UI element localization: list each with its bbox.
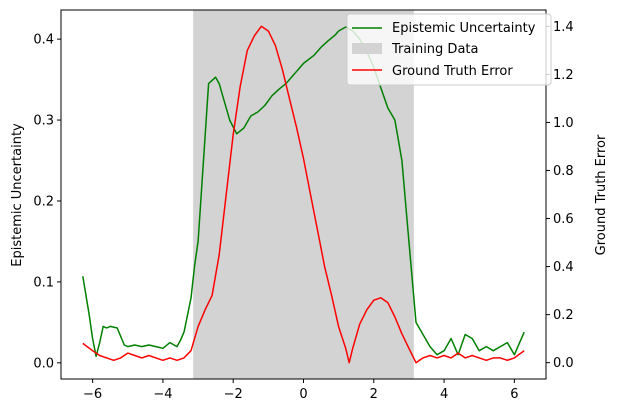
- x-tick-label: 6: [510, 387, 518, 402]
- y-axis-left-title: Epistemic Uncertainty: [10, 123, 25, 267]
- y-right-tick-label: 0.4: [553, 260, 574, 275]
- y-right-tick-label: 1.0: [553, 116, 574, 131]
- y-left-tick-label: 0.1: [33, 275, 54, 290]
- x-tick-label: −2: [224, 387, 243, 402]
- x-tick-label: 2: [370, 387, 378, 402]
- y-left-tick-label: 0.2: [33, 194, 54, 209]
- y-left-tick-label: 0.4: [33, 33, 54, 48]
- y-right-tick-label: 1.2: [553, 68, 574, 83]
- x-axis: −6 −4 −2 0 2 4 6: [83, 379, 519, 402]
- series-line-ground-truth-error: [82, 25, 525, 364]
- legend-label-epistemic-uncertainty: Epistemic Uncertainty: [392, 21, 536, 36]
- legend-label-ground-truth-error: Ground Truth Error: [392, 64, 513, 79]
- y-axis-left: 0.0 0.1 0.2 0.3 0.4: [33, 33, 61, 371]
- y-right-tick-label: 0.2: [553, 308, 574, 323]
- y-right-tick-label: 0.6: [553, 212, 574, 227]
- y-axis-right-title: Ground Truth Error: [594, 134, 609, 255]
- legend-box: [346, 13, 552, 86]
- x-tick-label: −6: [83, 387, 102, 402]
- y-axis-right: 0.0 0.2 0.4 0.6 0.8 1.0 1.2 1.4: [546, 20, 574, 371]
- y-right-tick-label: 0.8: [553, 164, 574, 179]
- legend-swatch-training-data: [352, 43, 382, 54]
- x-tick-label: −4: [153, 387, 172, 402]
- y-left-tick-label: 0.0: [33, 356, 54, 371]
- y-right-tick-label: 1.4: [553, 20, 574, 35]
- legend-label-training-data: Training Data: [391, 42, 478, 57]
- y-left-tick-label: 0.3: [33, 114, 54, 129]
- legend: Epistemic Uncertainty Training Data Grou…: [346, 13, 552, 86]
- series-line-epistemic-uncertainty: [82, 26, 525, 358]
- x-tick-label: 4: [440, 387, 448, 402]
- x-tick-label: 0: [299, 387, 307, 402]
- y-right-tick-label: 0.0: [553, 356, 574, 371]
